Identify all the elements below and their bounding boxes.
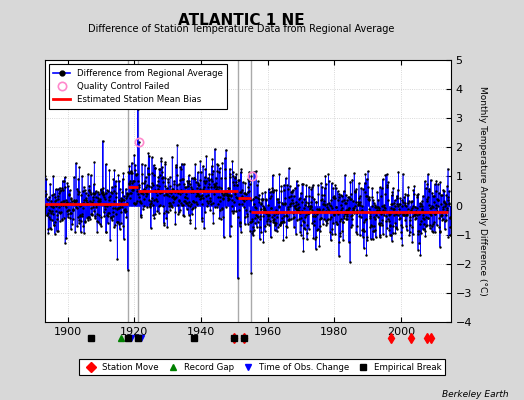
Text: Berkeley Earth: Berkeley Earth xyxy=(442,390,508,399)
Text: Difference of Station Temperature Data from Regional Average: Difference of Station Temperature Data f… xyxy=(88,24,394,34)
Y-axis label: Monthly Temperature Anomaly Difference (°C): Monthly Temperature Anomaly Difference (… xyxy=(477,86,487,296)
Legend: Station Move, Record Gap, Time of Obs. Change, Empirical Break: Station Move, Record Gap, Time of Obs. C… xyxy=(79,359,445,375)
Text: ATLANTIC 1 NE: ATLANTIC 1 NE xyxy=(178,13,304,28)
Legend: Difference from Regional Average, Quality Control Failed, Estimated Station Mean: Difference from Regional Average, Qualit… xyxy=(49,64,227,108)
